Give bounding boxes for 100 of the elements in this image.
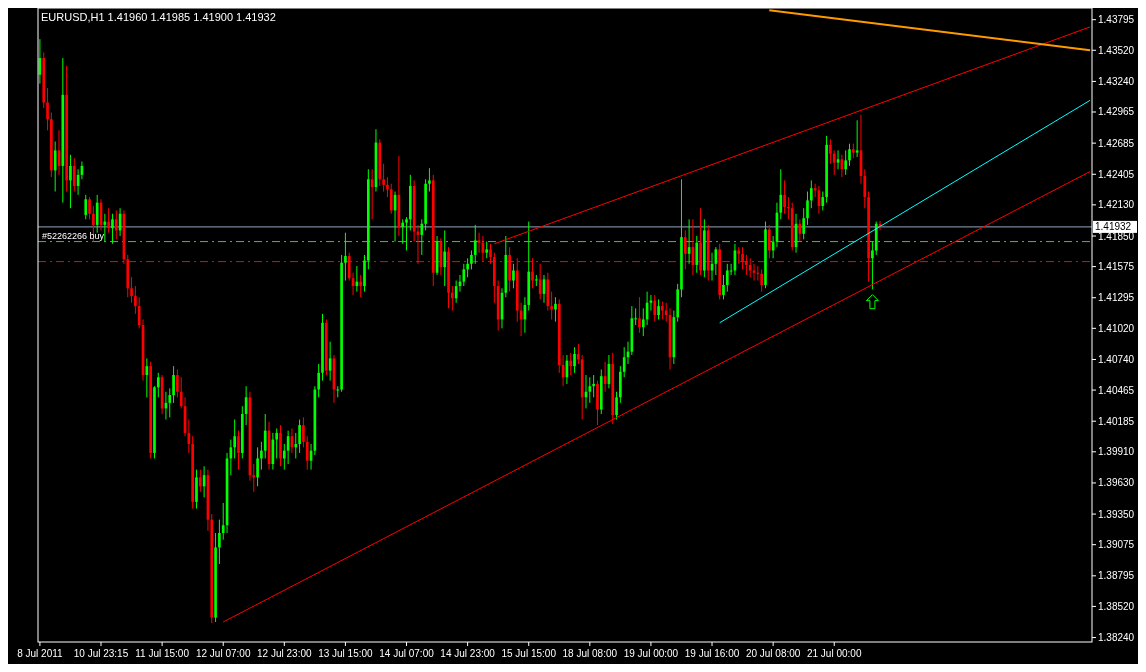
candlestick (386, 176, 389, 198)
candlestick (260, 441, 263, 471)
candlestick (237, 430, 240, 471)
y-tick-label: 1.41020 (1098, 322, 1135, 334)
candlestick (538, 263, 542, 300)
candlestick (722, 274, 725, 300)
candlestick (787, 196, 790, 220)
candlestick (767, 224, 771, 259)
candlestick (172, 365, 175, 404)
candlestick (844, 149, 848, 176)
y-tick-label: 1.38795 (1098, 570, 1135, 582)
y-tick-label: 1.41575 (1098, 261, 1135, 273)
candlestick (305, 435, 309, 471)
candlestick (466, 257, 469, 278)
candlestick (451, 285, 454, 312)
candlestick (695, 235, 699, 274)
y-tick-label: 1.38520 (1098, 600, 1135, 612)
candlestick (95, 194, 99, 234)
candlestick (256, 446, 259, 487)
candlestick (569, 352, 573, 376)
x-tick-label: 21 Jul 00:00 (806, 648, 862, 659)
candlestick (218, 519, 221, 565)
candlestick (359, 274, 363, 298)
candlestick (344, 232, 347, 282)
candlestick (592, 374, 595, 398)
candlestick (470, 249, 473, 270)
x-tick-label: 10 Jul 23:15 (73, 648, 129, 659)
candlestick (134, 285, 137, 315)
candlestick (176, 368, 179, 398)
candlestick (389, 183, 393, 215)
y-tick-label: 1.38240 (1098, 632, 1135, 644)
candlestick (443, 229, 447, 287)
candlestick (428, 167, 431, 193)
candlestick (760, 268, 764, 293)
candlestick (294, 432, 298, 459)
y-tick-label: 1.40465 (1098, 384, 1135, 396)
candlestick (473, 224, 477, 265)
y-tick-label: 1.42685 (1098, 137, 1135, 149)
candlestick (263, 413, 267, 459)
candlestick (84, 194, 88, 220)
candlestick (848, 143, 851, 167)
candlestick (69, 154, 72, 209)
candlestick (107, 207, 110, 234)
y-tick-label: 1.41295 (1098, 292, 1135, 304)
candlestick (829, 138, 832, 165)
candlestick (88, 196, 91, 220)
candlestick (554, 296, 557, 323)
x-tick-label: 12 Jul 07:00 (195, 648, 251, 659)
candlestick (53, 140, 57, 193)
candlestick (573, 346, 576, 374)
y-tick-label: 1.42405 (1098, 168, 1135, 180)
candlestick (198, 469, 202, 493)
chart-title: EURUSD,H1 1.41960 1.41985 1.41900 1.41932 (41, 11, 276, 23)
y-tick-label: 1.39910 (1098, 446, 1135, 458)
candlestick (156, 372, 160, 398)
y-tick-label: 1.39630 (1098, 477, 1135, 489)
candlestick (783, 179, 786, 215)
x-tick-label: 15 Jul 15:00 (501, 648, 557, 659)
x-tick-label: 12 Jul 23:00 (257, 648, 312, 659)
candlestick (855, 119, 859, 158)
y-tick-label: 1.41850 (1098, 230, 1135, 242)
y-tick-label: 1.43795 (1098, 14, 1135, 26)
candlestick (103, 213, 107, 243)
candlestick (401, 218, 405, 245)
candlestick (821, 191, 825, 211)
candlestick (405, 216, 408, 251)
x-tick-label: 20 Jul 08:00 (745, 648, 801, 659)
candlestick (477, 232, 481, 254)
candlestick (752, 263, 756, 282)
candlestick (111, 213, 114, 245)
candlestick (302, 416, 305, 448)
candlestick (615, 391, 618, 421)
x-tick-label: 8 Jul 2011 (17, 648, 64, 659)
candlestick (653, 294, 657, 323)
candlestick (638, 296, 641, 334)
candlestick (130, 276, 133, 304)
x-tick-label: 14 Jul 23:00 (440, 648, 496, 659)
candlestick (802, 207, 806, 240)
candlestick (298, 419, 301, 454)
candlestick (72, 157, 76, 193)
candlestick (806, 191, 809, 226)
candlestick (46, 87, 49, 131)
x-tick-label: 13 Jul 15:00 (318, 648, 374, 659)
candlestick (657, 298, 660, 320)
candlestick (832, 149, 836, 176)
candlestick (871, 241, 874, 290)
candlestick (622, 346, 626, 378)
x-tick-label: 19 Jul 00:00 (623, 648, 679, 659)
y-tick-label: 1.40740 (1098, 353, 1135, 365)
x-tick-label: 19 Jul 16:00 (684, 648, 740, 659)
x-tick-label: 18 Jul 08:00 (562, 648, 618, 659)
candlestick (550, 291, 553, 320)
y-tick-label: 1.40185 (1098, 415, 1135, 427)
x-tick-label: 14 Jul 07:00 (379, 648, 435, 659)
candlestick (588, 376, 592, 404)
y-tick-label: 1.42965 (1098, 106, 1135, 118)
candlestick (725, 263, 729, 293)
y-tick-label: 1.42130 (1098, 199, 1135, 211)
x-tick-label: 11 Jul 15:00 (135, 648, 190, 659)
candlestick (809, 179, 813, 209)
